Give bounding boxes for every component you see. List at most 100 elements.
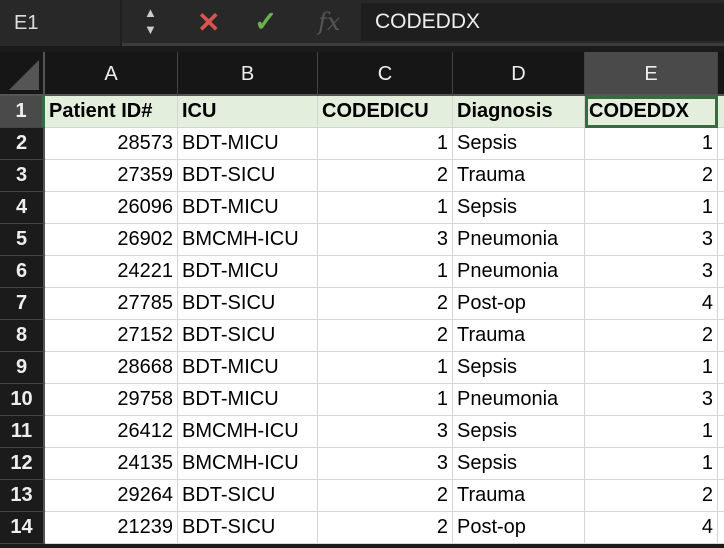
- check-icon[interactable]: ✓: [254, 6, 278, 37]
- cell-c4[interactable]: 1: [318, 192, 453, 224]
- cell-a9[interactable]: 28668: [45, 352, 178, 384]
- column-header-c[interactable]: C: [318, 52, 453, 96]
- cell-e14[interactable]: 4: [585, 512, 718, 544]
- cell-b7[interactable]: BDT-SICU: [178, 288, 318, 320]
- cell-a2[interactable]: 28573: [45, 128, 178, 160]
- row-header[interactable]: 5: [0, 224, 45, 256]
- formula-input[interactable]: CODEDDX: [361, 3, 724, 41]
- column-header-e[interactable]: E: [585, 52, 718, 96]
- cell-b14[interactable]: BDT-SICU: [178, 512, 318, 544]
- row-header[interactable]: 6: [0, 256, 45, 288]
- cell-a10[interactable]: 29758: [45, 384, 178, 416]
- name-box-stepper[interactable]: ▲ ▼: [144, 4, 157, 38]
- cell-d6[interactable]: Pneumonia: [453, 256, 585, 288]
- cell-f12[interactable]: [718, 448, 724, 480]
- cell-a3[interactable]: 27359: [45, 160, 178, 192]
- cell-d10[interactable]: Pneumonia: [453, 384, 585, 416]
- column-header-f[interactable]: [718, 52, 724, 96]
- row-header[interactable]: 14: [0, 512, 45, 544]
- cell-c11[interactable]: 3: [318, 416, 453, 448]
- cell-a7[interactable]: 27785: [45, 288, 178, 320]
- cell-f5[interactable]: [718, 224, 724, 256]
- cell-a11[interactable]: 26412: [45, 416, 178, 448]
- row-header[interactable]: 10: [0, 384, 45, 416]
- row-header[interactable]: 2: [0, 128, 45, 160]
- cell-a4[interactable]: 26096: [45, 192, 178, 224]
- row-header[interactable]: 13: [0, 480, 45, 512]
- cell-a13[interactable]: 29264: [45, 480, 178, 512]
- cell-d9[interactable]: Sepsis: [453, 352, 585, 384]
- cell-e13[interactable]: 2: [585, 480, 718, 512]
- column-header-d[interactable]: D: [453, 52, 585, 96]
- cell-a8[interactable]: 27152: [45, 320, 178, 352]
- cell-b10[interactable]: BDT-MICU: [178, 384, 318, 416]
- name-box[interactable]: E1: [0, 0, 122, 46]
- cell-b3[interactable]: BDT-SICU: [178, 160, 318, 192]
- cell-f7[interactable]: [718, 288, 724, 320]
- row-header[interactable]: 9: [0, 352, 45, 384]
- cell-c14[interactable]: 2: [318, 512, 453, 544]
- cell-e10[interactable]: 3: [585, 384, 718, 416]
- row-header[interactable]: 11: [0, 416, 45, 448]
- cell-d14[interactable]: Post-op: [453, 512, 585, 544]
- cell-e5[interactable]: 3: [585, 224, 718, 256]
- cell-c2[interactable]: 1: [318, 128, 453, 160]
- up-arrow-icon[interactable]: ▲: [144, 5, 157, 20]
- select-all-button[interactable]: [0, 52, 45, 96]
- cell-e4[interactable]: 1: [585, 192, 718, 224]
- cell-e2[interactable]: 1: [585, 128, 718, 160]
- cell-f11[interactable]: [718, 416, 724, 448]
- cell-e6[interactable]: 3: [585, 256, 718, 288]
- cell-e11[interactable]: 1: [585, 416, 718, 448]
- cell-d12[interactable]: Sepsis: [453, 448, 585, 480]
- cell-e12[interactable]: 1: [585, 448, 718, 480]
- cell-b11[interactable]: BMCMH-ICU: [178, 416, 318, 448]
- cell-b9[interactable]: BDT-MICU: [178, 352, 318, 384]
- cell-b4[interactable]: BDT-MICU: [178, 192, 318, 224]
- cell-f10[interactable]: [718, 384, 724, 416]
- cell-d5[interactable]: Pneumonia: [453, 224, 585, 256]
- row-header[interactable]: 1: [0, 96, 45, 128]
- cell-c10[interactable]: 1: [318, 384, 453, 416]
- cell-e1-selected[interactable]: CODEDDX: [585, 96, 718, 128]
- cell-d11[interactable]: Sepsis: [453, 416, 585, 448]
- cell-f8[interactable]: [718, 320, 724, 352]
- row-header[interactable]: 7: [0, 288, 45, 320]
- row-header[interactable]: 12: [0, 448, 45, 480]
- cell-f13[interactable]: [718, 480, 724, 512]
- cell-e7[interactable]: 4: [585, 288, 718, 320]
- cell-c6[interactable]: 1: [318, 256, 453, 288]
- cell-f14[interactable]: [718, 512, 724, 544]
- cell-a14[interactable]: 21239: [45, 512, 178, 544]
- cell-c13[interactable]: 2: [318, 480, 453, 512]
- cell-c12[interactable]: 3: [318, 448, 453, 480]
- cell-c9[interactable]: 1: [318, 352, 453, 384]
- cell-a5[interactable]: 26902: [45, 224, 178, 256]
- cell-f3[interactable]: [718, 160, 724, 192]
- row-header[interactable]: 3: [0, 160, 45, 192]
- cell-b8[interactable]: BDT-SICU: [178, 320, 318, 352]
- cell-b5[interactable]: BMCMH-ICU: [178, 224, 318, 256]
- cell-d3[interactable]: Trauma: [453, 160, 585, 192]
- cell-e3[interactable]: 2: [585, 160, 718, 192]
- cell-c1[interactable]: CODEDICU: [318, 96, 453, 128]
- cell-f6[interactable]: [718, 256, 724, 288]
- column-header-b[interactable]: B: [178, 52, 318, 96]
- cell-b2[interactable]: BDT-MICU: [178, 128, 318, 160]
- fx-icon[interactable]: fx: [318, 8, 341, 36]
- column-header-a[interactable]: A: [45, 52, 178, 96]
- cell-d7[interactable]: Post-op: [453, 288, 585, 320]
- cell-a6[interactable]: 24221: [45, 256, 178, 288]
- cell-f2[interactable]: [718, 128, 724, 160]
- cell-b13[interactable]: BDT-SICU: [178, 480, 318, 512]
- cell-c7[interactable]: 2: [318, 288, 453, 320]
- cell-f9[interactable]: [718, 352, 724, 384]
- cell-d8[interactable]: Trauma: [453, 320, 585, 352]
- cell-f4[interactable]: [718, 192, 724, 224]
- cell-b6[interactable]: BDT-MICU: [178, 256, 318, 288]
- cell-c3[interactable]: 2: [318, 160, 453, 192]
- cell-e9[interactable]: 1: [585, 352, 718, 384]
- cell-c5[interactable]: 3: [318, 224, 453, 256]
- cell-b12[interactable]: BMCMH-ICU: [178, 448, 318, 480]
- down-arrow-icon[interactable]: ▼: [144, 22, 157, 37]
